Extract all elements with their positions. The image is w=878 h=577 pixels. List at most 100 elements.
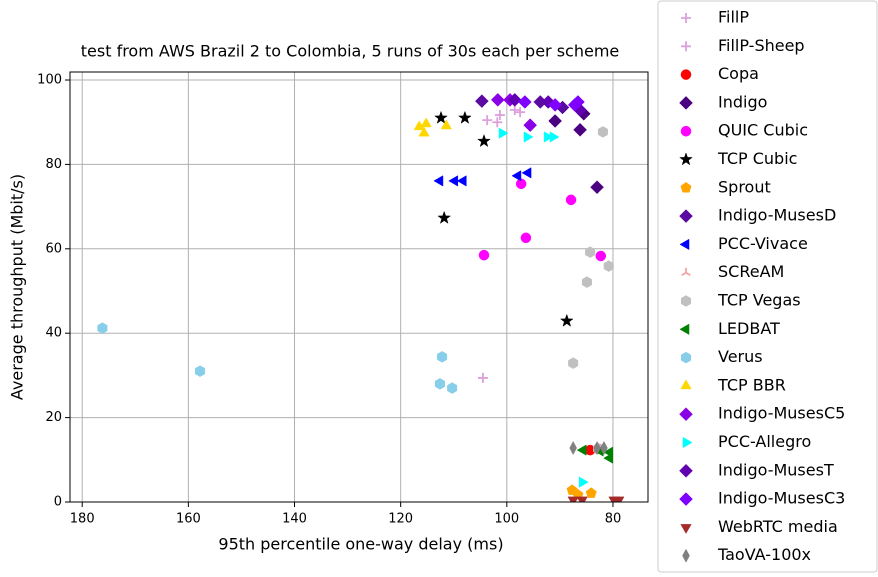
legend-marker [679, 323, 690, 335]
legend-label: TaoVA-100x [717, 545, 811, 564]
legend-marker [680, 125, 692, 137]
point [434, 378, 445, 390]
legend: FillP FillP-Sheep Copa Indigo QUIC Cubic TCP … [679, 8, 845, 564]
point [437, 210, 452, 224]
point [597, 126, 608, 138]
point [559, 313, 574, 327]
legend-label: WebRTC media [718, 517, 838, 536]
y-tick-label: 20 [45, 410, 62, 425]
point [440, 119, 452, 130]
legend-label: Indigo-MusesC3 [718, 489, 845, 508]
legend-label: FillP [718, 8, 749, 27]
legend-marker [679, 492, 693, 506]
point [603, 452, 614, 464]
point [437, 351, 448, 363]
point [477, 133, 491, 148]
point [593, 440, 601, 456]
point [567, 496, 579, 502]
legend-label: Indigo-MusesD [718, 206, 836, 225]
point [571, 95, 585, 109]
point [507, 92, 522, 107]
y-tick-label: 40 [45, 326, 62, 341]
y-tick-label: 80 [45, 157, 62, 172]
legend-label: TCP Vegas [717, 291, 801, 310]
legend-marker [679, 96, 693, 110]
point [515, 178, 527, 190]
legend-marker [681, 267, 691, 276]
point [97, 322, 108, 334]
point [434, 110, 448, 124]
legend-marker [680, 379, 692, 390]
point [518, 95, 532, 109]
x-tick-label: 180 [70, 512, 95, 527]
x-axis-label: 95th percentile one-way delay (ms) [218, 535, 503, 554]
point [576, 496, 588, 502]
legend-label: SCReAM [718, 262, 784, 281]
legend-marker [682, 548, 690, 563]
point [515, 107, 526, 118]
point [565, 194, 577, 206]
x-tick-label: 100 [494, 512, 519, 527]
point [521, 167, 532, 179]
grid [70, 72, 648, 503]
point [490, 92, 505, 107]
legend-marker [680, 69, 692, 80]
point [573, 122, 587, 137]
y-tick-label: 0 [54, 495, 62, 510]
point [492, 117, 503, 128]
legend-marker [680, 181, 692, 193]
legend-marker [680, 524, 692, 534]
legend-label: Sprout [718, 177, 771, 196]
legend-marker [680, 351, 692, 364]
x-tick-label: 160 [176, 512, 201, 527]
point [520, 232, 532, 244]
point [482, 115, 493, 126]
legend-label: Indigo-MusesC5 [718, 404, 845, 423]
point [581, 276, 592, 288]
legend-box [657, 0, 878, 573]
legend-marker [679, 463, 693, 478]
legend-marker [679, 209, 693, 223]
legend-marker [679, 407, 693, 422]
point [603, 260, 614, 272]
point [568, 357, 579, 369]
point [447, 382, 458, 394]
legend-label: TCP BBR [717, 375, 786, 394]
point [533, 95, 548, 109]
point [511, 170, 522, 182]
y-tick-label: 100 [37, 73, 62, 88]
y-axis-label: Average throughput (Mbit/s) [8, 174, 27, 400]
point [543, 131, 554, 143]
point [548, 98, 562, 112]
y-tick-label: 60 [45, 241, 62, 256]
legend-label: Copa [718, 64, 759, 83]
point [494, 110, 505, 121]
legend-marker [681, 13, 691, 23]
point [585, 246, 596, 258]
point [569, 440, 577, 456]
point [478, 249, 490, 261]
point [600, 440, 608, 456]
legend-marker [679, 152, 693, 166]
plot-frame [69, 71, 649, 503]
point [418, 126, 430, 137]
point [549, 131, 560, 143]
legend-marker [679, 238, 690, 251]
legend-label: Verus [718, 347, 763, 366]
legend-label: PCC-Vivace [718, 234, 808, 253]
legend-marker [681, 41, 691, 52]
legend-marker [680, 295, 692, 307]
point [585, 487, 597, 498]
point [578, 476, 589, 488]
point [523, 131, 534, 143]
point [590, 180, 604, 195]
point [457, 110, 472, 124]
x-tick-label: 120 [388, 512, 413, 527]
point [448, 175, 459, 187]
legend-label: QUIC Cubic [718, 121, 808, 140]
legend-label: Indigo [718, 92, 767, 111]
legend-label: FillP-Sheep [718, 36, 805, 55]
points [97, 92, 625, 502]
x-tick-label: 140 [282, 512, 307, 527]
